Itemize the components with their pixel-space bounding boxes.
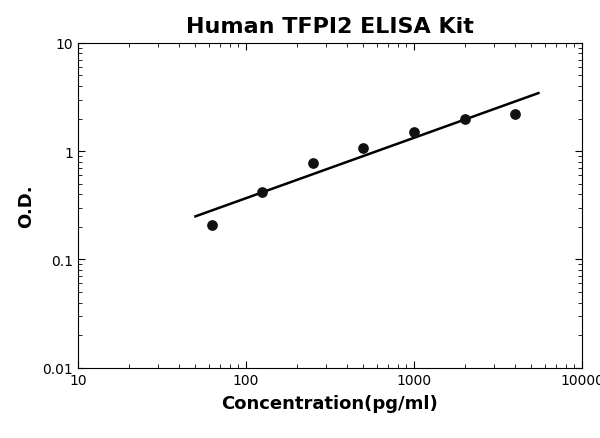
Title: Human TFPI2 ELISA Kit: Human TFPI2 ELISA Kit (186, 17, 474, 37)
Point (359, 145, 368, 152)
X-axis label: Concentration(pg/ml): Concentration(pg/ml) (221, 394, 439, 412)
Point (308, 160, 317, 167)
Point (460, 116, 469, 123)
Point (409, 129, 419, 136)
Point (511, 111, 520, 118)
Point (207, 222, 217, 229)
Point (257, 189, 267, 196)
Y-axis label: O.D.: O.D. (17, 184, 35, 228)
